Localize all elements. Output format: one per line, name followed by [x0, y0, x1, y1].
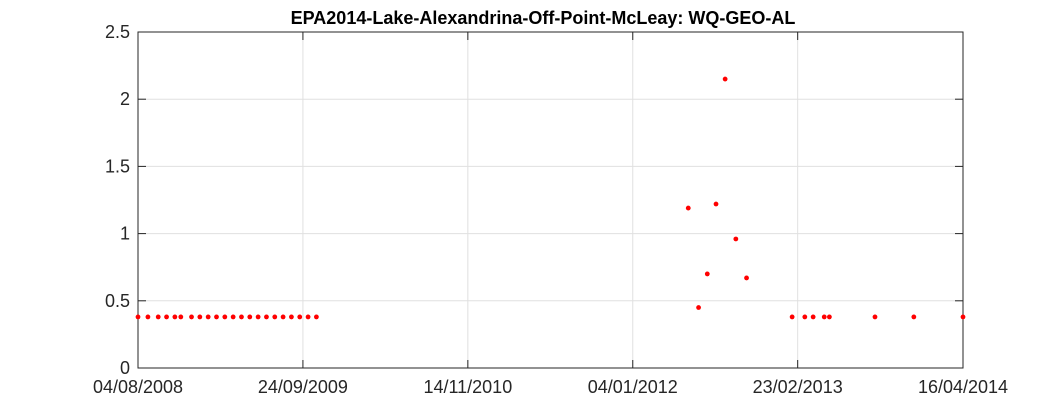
- data-point: [802, 314, 808, 320]
- data-point: [696, 305, 701, 310]
- y-tick-label: 0: [120, 358, 130, 378]
- data-point: [911, 314, 917, 320]
- x-tick-label: 04/08/2008: [93, 377, 183, 397]
- data-point: [222, 314, 228, 320]
- x-tick-label: 16/04/2014: [918, 377, 1008, 397]
- data-point: [239, 314, 244, 320]
- data-point: [155, 314, 161, 320]
- data-point: [247, 314, 253, 320]
- x-tick-label: 24/09/2009: [258, 377, 348, 397]
- data-point: [722, 76, 728, 82]
- data-point: [189, 314, 194, 320]
- data-point: [255, 314, 261, 320]
- data-point: [280, 314, 286, 320]
- data-point: [297, 314, 303, 320]
- y-tick-label: 1: [120, 224, 130, 244]
- data-point: [145, 314, 151, 320]
- x-tick-label: 14/11/2010: [423, 377, 512, 397]
- y-tick-label: 2: [120, 89, 130, 109]
- data-point: [733, 236, 739, 242]
- data-point: [960, 314, 966, 320]
- data-point: [164, 314, 169, 320]
- y-tick-label: 1.5: [105, 156, 130, 176]
- x-tick-label: 04/01/2012: [588, 377, 678, 397]
- grid: [137, 31, 964, 369]
- axes-box: [137, 31, 964, 369]
- data-point: [810, 314, 816, 320]
- data-point: [821, 314, 827, 320]
- data-point: [172, 314, 178, 320]
- data-point: [178, 314, 184, 320]
- data-point: [704, 271, 710, 277]
- y-tick-label: 2.5: [105, 22, 130, 42]
- data-point: [826, 314, 832, 320]
- data-point: [214, 314, 219, 320]
- data-point: [789, 314, 795, 320]
- chart-title: EPA2014-Lake-Alexandrina-Off-Point-McLea…: [291, 8, 796, 28]
- data-point: [289, 314, 294, 320]
- data-point: [197, 314, 203, 320]
- data-point: [713, 201, 719, 207]
- data-point: [272, 314, 278, 320]
- data-point: [305, 314, 311, 320]
- data-point: [872, 314, 878, 320]
- data-point: [313, 314, 319, 320]
- data-point: [230, 314, 236, 320]
- data-point: [205, 314, 211, 320]
- x-tick-label: 23/02/2013: [753, 377, 843, 397]
- ticks: 04/08/2008 24/09/2009 14/11/2010 04/01/2012…: [93, 22, 1008, 397]
- y-tick-label: 0.5: [105, 291, 130, 311]
- data-point: [135, 314, 141, 320]
- data-points: [135, 76, 966, 320]
- data-point: [685, 205, 691, 211]
- data-point: [744, 275, 749, 281]
- data-point: [264, 314, 269, 320]
